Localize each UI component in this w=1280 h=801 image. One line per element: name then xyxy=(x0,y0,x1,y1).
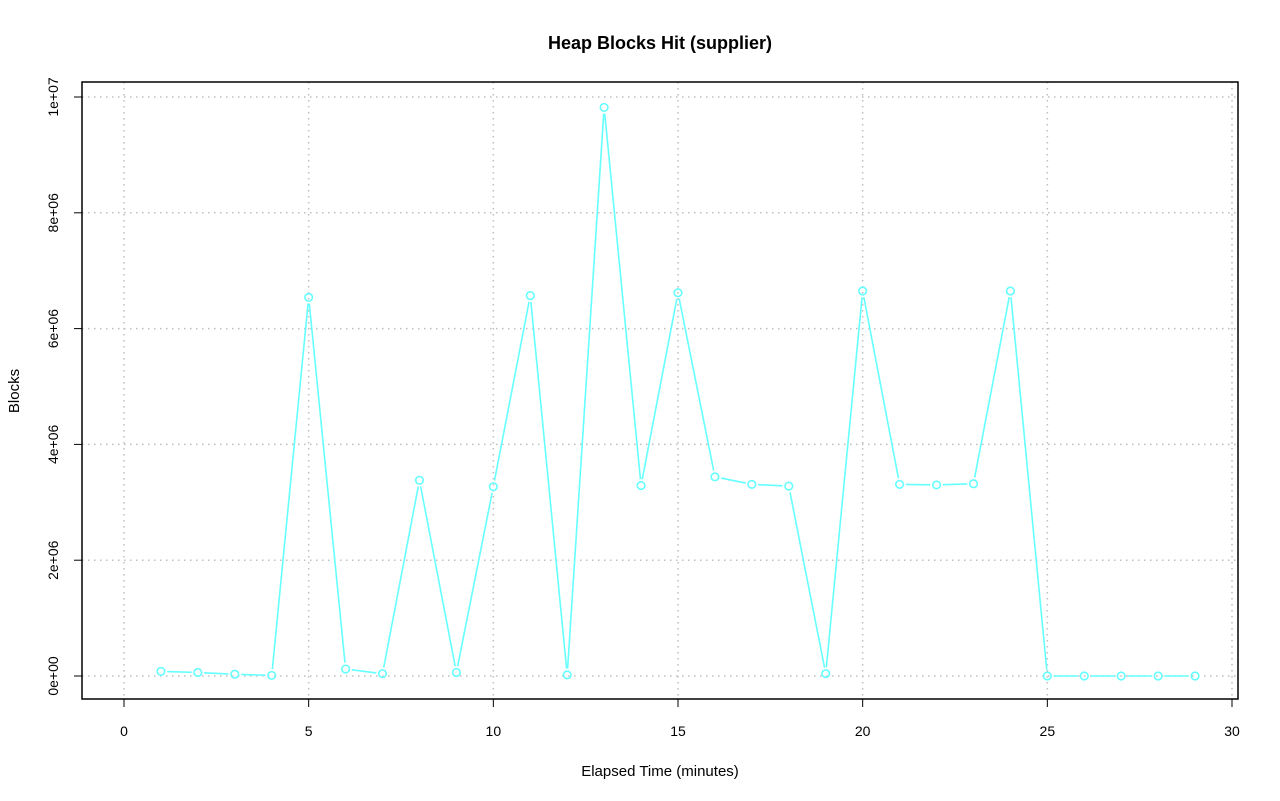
y-tick-label: 4e+06 xyxy=(45,425,61,465)
series-line-segment xyxy=(493,301,530,481)
data-point xyxy=(1190,671,1200,681)
data-point xyxy=(562,670,572,680)
series-line-segment xyxy=(382,486,420,668)
series-line-segment xyxy=(419,486,456,667)
data-point xyxy=(525,290,535,301)
data-point xyxy=(488,482,498,492)
series-line-segment xyxy=(566,113,605,669)
x-tick-label: 10 xyxy=(486,723,502,739)
series-line-segment xyxy=(825,297,863,668)
data-point xyxy=(784,481,794,491)
series-line-segment xyxy=(973,297,1011,478)
data-point xyxy=(414,475,425,485)
data-point xyxy=(894,479,905,489)
data-point xyxy=(267,670,277,681)
x-axis: 0 5 10 15 20 25 30 xyxy=(120,698,1240,739)
data-point xyxy=(858,286,868,296)
x-tick-label: 5 xyxy=(305,723,313,739)
x-tick-label: 0 xyxy=(120,723,128,739)
x-tick-label: 20 xyxy=(855,723,871,739)
data-point xyxy=(1116,671,1126,681)
data-point xyxy=(1005,286,1016,296)
series-line-segment xyxy=(789,492,826,668)
data-point xyxy=(341,664,351,674)
series-line-segment xyxy=(863,297,900,479)
grid xyxy=(82,82,1238,699)
data-point xyxy=(377,669,388,679)
series-line-segment xyxy=(678,298,715,471)
series-line-segment xyxy=(641,298,678,480)
series-line-segment xyxy=(308,303,346,663)
series-line-segment xyxy=(204,672,229,675)
y-tick-label: 8e+06 xyxy=(45,193,61,233)
y-tick-label: 6e+06 xyxy=(45,309,61,349)
series-line-segment xyxy=(241,673,266,677)
series-line-segment xyxy=(351,669,377,674)
y-tick-label: 2e+06 xyxy=(45,540,61,580)
x-tick-label: 25 xyxy=(1040,723,1056,739)
data-point xyxy=(1079,671,1089,681)
series-line-segment xyxy=(1010,297,1048,670)
series-line-segment xyxy=(720,477,746,484)
x-axis-label: Elapsed Time (minutes) xyxy=(581,763,739,780)
data-point xyxy=(193,667,203,678)
data-point xyxy=(451,667,462,678)
chart-title: Heap Blocks Hit (supplier) xyxy=(548,33,772,53)
series-line-segment xyxy=(530,301,568,669)
data-point xyxy=(931,480,942,490)
series-line-segment xyxy=(603,113,642,480)
x-tick-label: 15 xyxy=(670,723,686,739)
data-point xyxy=(710,472,720,482)
data-point xyxy=(1042,671,1052,681)
x-tick-label: 30 xyxy=(1224,723,1240,739)
y-axis: 0e+00 2e+06 4e+06 6e+06 8e+06 1e+07 xyxy=(45,77,83,696)
series-line-segment xyxy=(456,492,493,667)
y-tick-label: 1e+07 xyxy=(45,77,61,117)
data-point xyxy=(230,669,240,679)
data-point xyxy=(1153,671,1163,681)
data-point xyxy=(747,479,757,489)
series-line-segment xyxy=(167,670,192,674)
series-line-segment xyxy=(758,483,783,487)
y-tick-label: 0e+00 xyxy=(45,656,61,696)
data-point xyxy=(156,666,166,676)
data-point xyxy=(636,480,646,491)
data-point xyxy=(599,102,609,113)
series-line-segment xyxy=(271,303,309,670)
data-point xyxy=(821,669,831,679)
y-axis-label: Blocks xyxy=(6,369,23,413)
data-point xyxy=(968,479,979,489)
data-point xyxy=(304,292,314,302)
data-point xyxy=(673,288,683,298)
series-layer xyxy=(156,102,1200,681)
series-line-segment xyxy=(942,483,968,486)
